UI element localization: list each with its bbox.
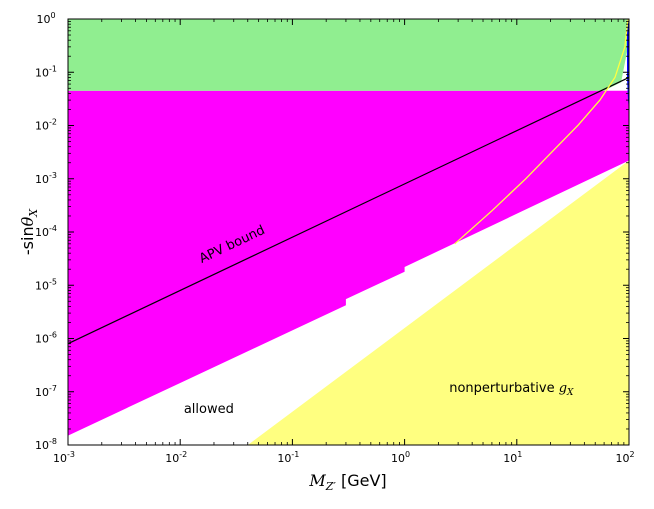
y-tick-label: 10-4 <box>35 224 57 239</box>
y-axis-title-subscript: X <box>27 208 40 218</box>
x-tick-label: 10-3 <box>53 450 75 465</box>
x-tick-base: 10 <box>53 452 67 465</box>
x-tick-base: 10 <box>503 452 517 465</box>
nonperturbative-text: nonperturbative <box>449 381 558 396</box>
x-tick-base: 10 <box>165 452 179 465</box>
y-tick-exponent: 0 <box>50 11 55 20</box>
gx-subscript: X <box>566 388 574 398</box>
x-tick-label: 101 <box>503 450 522 465</box>
x-ticks: 10-3 10-2 10-1 100 101 102 <box>53 19 635 465</box>
y-tick-exponent: -6 <box>49 331 57 340</box>
y-tick-exponent: -3 <box>49 171 57 180</box>
x-tick-exponent: 0 <box>405 450 410 459</box>
x-tick-exponent: -2 <box>179 450 187 459</box>
y-tick-base: 10 <box>35 386 49 399</box>
region-yellow-nonperturbative <box>247 160 629 445</box>
y-tick-label: 10-6 <box>35 331 57 346</box>
x-tick-label: 10-2 <box>165 450 187 465</box>
x-tick-label: 10-1 <box>277 450 299 465</box>
x-tick-exponent: -1 <box>291 450 299 459</box>
x-tick-base: 10 <box>277 452 291 465</box>
y-tick-base: 10 <box>36 13 50 26</box>
y-tick-label: 10-3 <box>35 171 57 186</box>
y-tick-label: 10-2 <box>35 118 57 133</box>
y-tick-label: 10-7 <box>35 384 57 399</box>
x-axis-title-base: M <box>308 471 326 490</box>
x-tick-label: 102 <box>615 450 634 465</box>
apv-bound-line <box>68 76 629 345</box>
x-axis-title: MZ′ [GeV] <box>308 471 386 493</box>
y-axis-title-prefix: -sin <box>18 226 37 255</box>
y-tick-label: 10-8 <box>35 437 57 452</box>
y-tick-exponent: -4 <box>49 224 57 233</box>
plot-regions <box>68 19 629 445</box>
yellow-boundary <box>454 19 629 245</box>
y-tick-base: 10 <box>35 120 49 133</box>
y-tick-exponent: -7 <box>49 384 57 393</box>
x-axis-title-unit: [GeV] <box>336 471 387 490</box>
y-tick-exponent: -5 <box>49 277 57 286</box>
y-axis-title: -sinθX <box>18 208 40 255</box>
x-tick-label: 100 <box>391 450 410 465</box>
y-axis-title-theta: θ <box>18 216 37 226</box>
y-tick-exponent: -1 <box>49 64 57 73</box>
x-tick-exponent: -3 <box>67 450 75 459</box>
x-tick-base: 10 <box>615 452 629 465</box>
y-tick-exponent: -8 <box>49 437 57 446</box>
nonperturbative-label: nonperturbative gX <box>449 381 574 398</box>
y-tick-exponent: -2 <box>49 118 57 127</box>
y-tick-base: 10 <box>35 439 49 452</box>
y-tick-base: 10 <box>35 66 49 79</box>
x-tick-exponent: 2 <box>629 450 634 459</box>
region-green-excluded <box>68 19 629 91</box>
x-axis-title-subscript: Z′ <box>325 480 337 493</box>
region-magenta-excluded <box>68 90 629 436</box>
y-tick-label: 10-1 <box>35 64 57 79</box>
y-tick-base: 10 <box>35 226 49 239</box>
x-tick-base: 10 <box>391 452 405 465</box>
y-tick-label: 100 <box>36 11 55 26</box>
gx-base: g <box>559 381 567 396</box>
allowed-label: allowed <box>184 402 234 417</box>
y-tick-base: 10 <box>35 173 49 186</box>
plot-lines <box>68 19 629 345</box>
x-tick-exponent: 1 <box>517 450 522 459</box>
y-tick-base: 10 <box>35 333 49 346</box>
y-tick-label: 10-5 <box>35 277 57 292</box>
y-tick-base: 10 <box>35 279 49 292</box>
